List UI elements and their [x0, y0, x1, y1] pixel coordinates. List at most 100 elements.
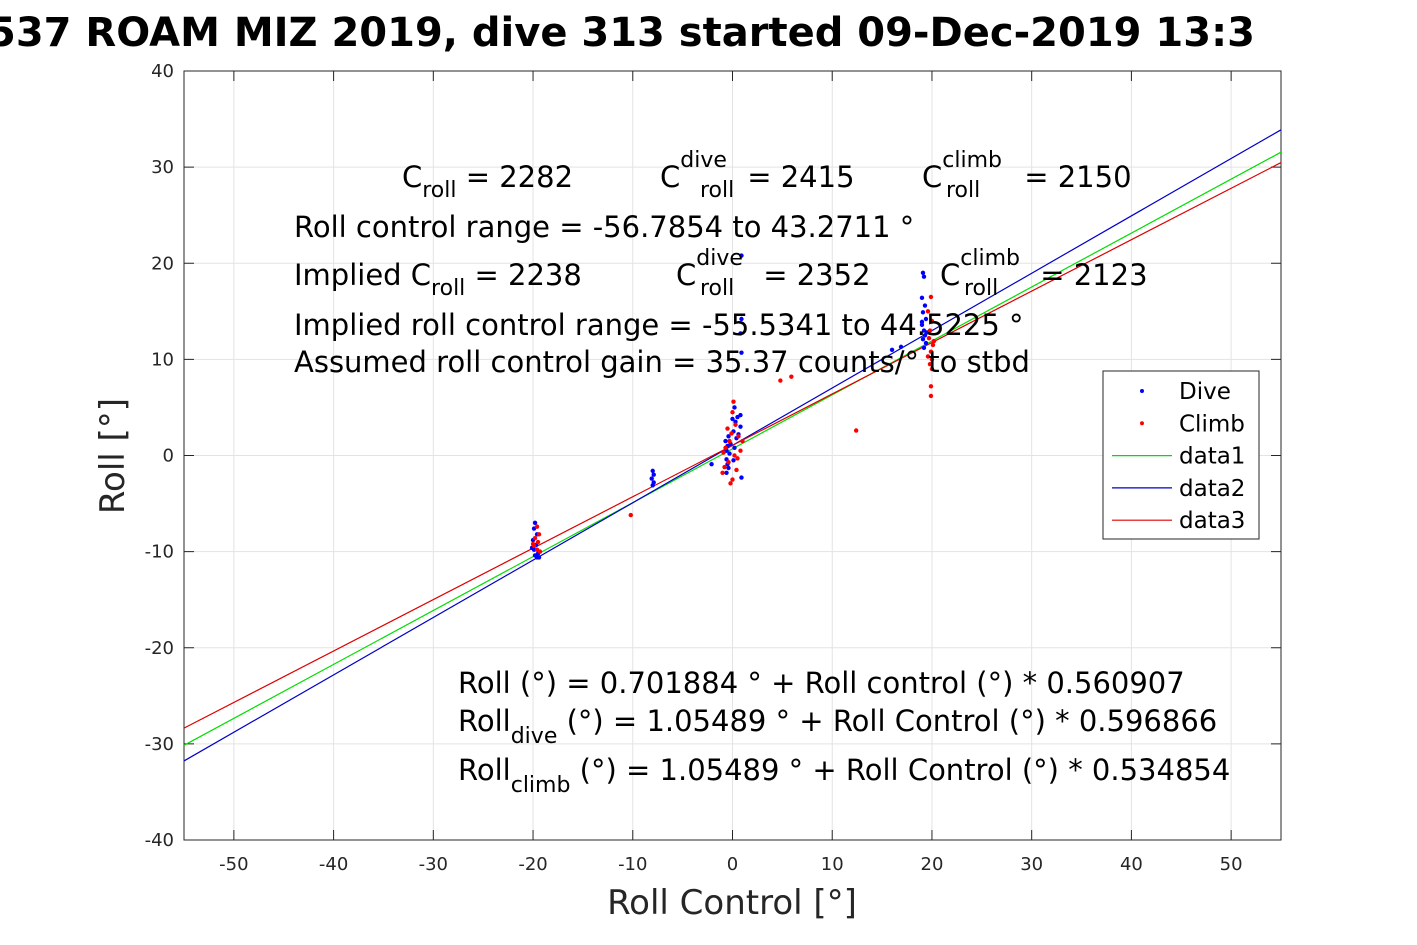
point-dive [920, 270, 926, 276]
point-climb [734, 467, 739, 473]
point-climb [928, 384, 934, 389]
point-climb [928, 393, 934, 399]
x-tick-label: 40 [1120, 854, 1143, 875]
point-climb [928, 349, 934, 354]
annotation-c-roll-climb: Cclimb roll = 2150 [922, 148, 1132, 203]
point-climb [925, 354, 931, 359]
point-climb [532, 535, 538, 541]
point-dive [921, 274, 927, 279]
x-tick-label: 20 [921, 854, 944, 875]
point-dive [650, 468, 655, 474]
point-climb [930, 342, 936, 348]
y-axis-label: Roll [°] [93, 398, 133, 514]
point-dive [923, 340, 929, 346]
annotation-implied-c-dive: Cdive roll = 2352 [676, 246, 871, 301]
point-dive [739, 316, 744, 322]
point-climb [927, 328, 933, 333]
point-climb [720, 470, 725, 476]
point-climb [926, 336, 932, 341]
point-climb [725, 426, 730, 431]
point-dive [723, 438, 728, 444]
point-climb [722, 464, 727, 470]
x-tick-label: -40 [319, 854, 348, 875]
legend-label-climb: Climb [1179, 411, 1245, 437]
point-dive [532, 520, 538, 525]
point-climb [628, 512, 633, 518]
point-dive [709, 461, 714, 467]
legend-marker-climb [1140, 421, 1144, 426]
chart-title: 537 ROAM MIZ 2019, dive 313 started 09-D… [0, 10, 1255, 56]
x-tick-label: 30 [1020, 854, 1043, 875]
annotation-implied-range: Implied roll control range = -55.5341 to… [294, 308, 1024, 342]
point-climb [778, 378, 783, 383]
point-climb [731, 399, 736, 404]
point-dive [920, 310, 926, 315]
point-climb [733, 422, 738, 427]
point-climb [730, 410, 735, 415]
point-climb [927, 361, 933, 367]
point-dive [724, 470, 729, 476]
x-tick-label: -10 [618, 854, 647, 875]
y-tick-label: -10 [145, 542, 174, 563]
point-climb [929, 357, 935, 362]
y-tick-label: -40 [145, 830, 174, 851]
point-climb [530, 541, 536, 547]
point-climb [929, 366, 935, 372]
point-climb [928, 294, 934, 300]
point-climb [853, 428, 859, 433]
x-tick-label: 10 [821, 854, 844, 875]
point-climb [730, 477, 735, 482]
point-dive [921, 345, 927, 351]
point-dive [727, 451, 732, 456]
point-climb [925, 309, 931, 314]
series-line-data1 [183, 151, 1282, 746]
annotation-gain: Assumed roll control gain = 35.37 counts… [294, 345, 1030, 379]
annotation-fit-all: Roll (°) = 0.701884 ° + Roll control (°)… [458, 666, 1185, 700]
annotation-roll-range: Roll control range = -56.7854 to 43.2711… [294, 210, 914, 244]
point-climb [740, 438, 745, 444]
y-tick-labels: 40 30 20 10 0 -10 -20 -30 -40 [145, 61, 174, 851]
fit-lines [183, 129, 1282, 762]
point-dive [738, 331, 743, 336]
annotation-c-roll-dive: Cdive roll = 2415 [660, 148, 855, 203]
legend-marker-dive [1140, 389, 1144, 393]
point-climb [534, 524, 540, 529]
point-climb [736, 434, 741, 439]
legend-label-data1: data1 [1179, 444, 1245, 470]
point-dive [738, 412, 743, 418]
x-tick-label: -30 [419, 854, 448, 875]
point-dive [919, 295, 925, 301]
x-axis-label: Roll Control [°] [607, 883, 857, 923]
point-climb [537, 549, 543, 554]
point-climb [536, 532, 542, 537]
y-tick-label: 0 [163, 446, 174, 467]
point-dive [739, 253, 744, 258]
point-dive [919, 319, 925, 325]
x-tick-label: -50 [219, 854, 248, 875]
legend-label-dive: Dive [1179, 379, 1231, 405]
annotation-c-roll: Croll = 2282 [402, 160, 573, 203]
x-tick-label: -20 [518, 854, 547, 875]
point-dive [898, 344, 904, 350]
ticks [184, 70, 1281, 841]
point-dive [739, 475, 744, 480]
point-climb [738, 448, 743, 453]
point-dive [920, 336, 926, 342]
point-climb [728, 481, 733, 486]
point-dive [649, 476, 654, 481]
point-climb [723, 445, 728, 451]
x-tick-label: 50 [1220, 854, 1243, 875]
series-line-data3 [183, 162, 1282, 729]
point-dive [536, 555, 542, 560]
annotation-implied-c-climb: Cclimb roll = 2123 [940, 246, 1148, 301]
y-tick-label: 40 [151, 61, 174, 82]
point-climb [721, 450, 726, 455]
point-dive [889, 347, 895, 352]
point-dive [732, 445, 737, 451]
point-dive [726, 465, 731, 471]
point-dive [922, 303, 928, 308]
y-tick-label: -20 [145, 638, 174, 659]
annotation-fit-climb: Rollclimb (°) = 1.05489 ° + Roll Control… [458, 753, 1230, 798]
point-dive [738, 424, 743, 429]
point-dive [651, 472, 656, 477]
